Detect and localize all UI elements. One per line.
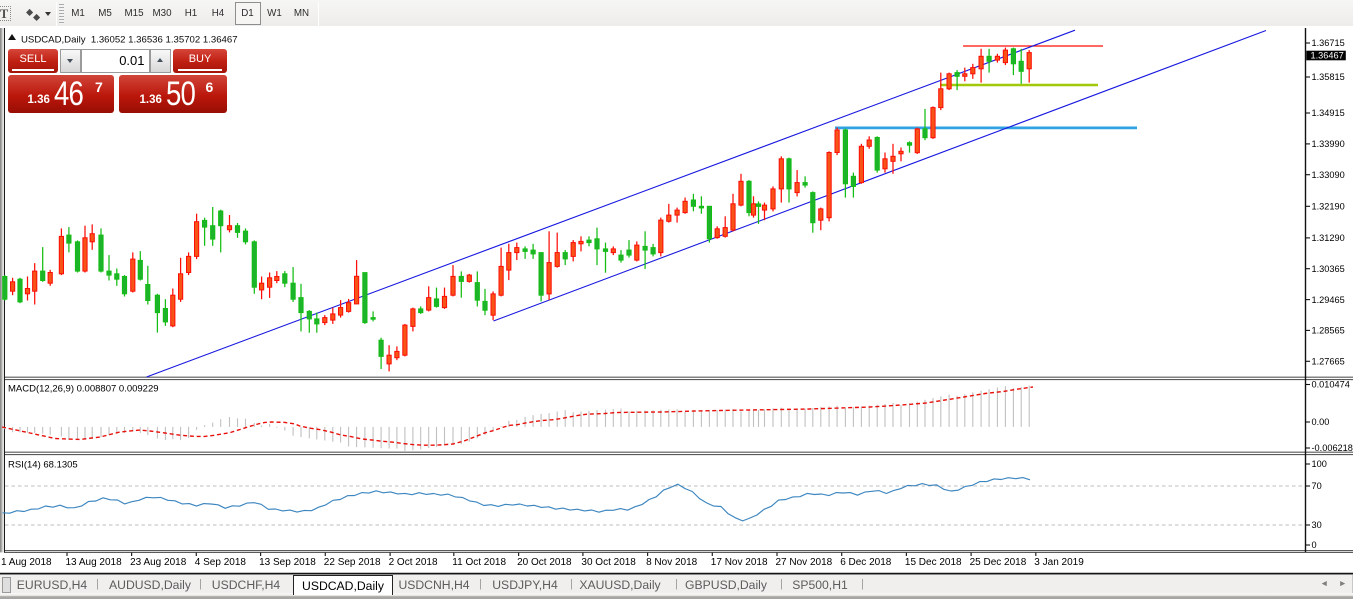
svg-text:20 Oct 2018: 20 Oct 2018	[517, 557, 572, 568]
svg-text:MACD(12,26,9) 0.008807 0.00922: MACD(12,26,9) 0.008807 0.009229	[8, 384, 159, 395]
svg-text:1.36467: 1.36467	[1311, 51, 1344, 61]
svg-text:2 Oct 2018: 2 Oct 2018	[389, 557, 438, 568]
svg-text:1.35815: 1.35815	[1312, 72, 1345, 82]
svg-text:-0.006218: -0.006218	[1312, 443, 1353, 453]
svg-text:8 Nov 2018: 8 Nov 2018	[646, 557, 698, 568]
svg-text:6 Dec 2018: 6 Dec 2018	[840, 557, 892, 568]
svg-text:1.29465: 1.29465	[1312, 295, 1345, 305]
svg-text:23 Aug 2018: 23 Aug 2018	[130, 557, 187, 568]
svg-text:1 Aug 2018: 1 Aug 2018	[1, 557, 52, 568]
svg-text:USDCAD,Daily 1.36052 1.36536: USDCAD,Daily 1.36052 1.36536 1.35702 1.3…	[21, 35, 238, 46]
svg-text:0.010474: 0.010474	[1312, 380, 1350, 390]
svg-text:1.33990: 1.33990	[1312, 139, 1345, 149]
svg-text:1.31290: 1.31290	[1312, 233, 1345, 243]
svg-text:17 Nov 2018: 17 Nov 2018	[711, 557, 768, 568]
svg-text:1.36715: 1.36715	[1312, 38, 1345, 48]
svg-text:1.33090: 1.33090	[1312, 170, 1345, 180]
svg-text:3 Jan 2019: 3 Jan 2019	[1034, 557, 1084, 568]
svg-text:13 Sep 2018: 13 Sep 2018	[259, 557, 316, 568]
svg-text:4 Sep 2018: 4 Sep 2018	[195, 557, 247, 568]
svg-text:0.00: 0.00	[1312, 417, 1330, 427]
svg-text:30: 30	[1312, 520, 1322, 530]
svg-text:11 Oct 2018: 11 Oct 2018	[452, 557, 506, 568]
svg-text:70: 70	[1312, 481, 1322, 491]
svg-text:1.32190: 1.32190	[1312, 202, 1345, 212]
svg-text:0: 0	[1312, 540, 1317, 550]
svg-text:15 Dec 2018: 15 Dec 2018	[905, 557, 962, 568]
svg-text:1.27665: 1.27665	[1312, 357, 1345, 367]
svg-text:1.30365: 1.30365	[1312, 264, 1345, 274]
svg-text:13 Aug 2018: 13 Aug 2018	[66, 557, 123, 568]
svg-text:22 Sep 2018: 22 Sep 2018	[324, 557, 381, 568]
svg-text:30 Oct 2018: 30 Oct 2018	[581, 557, 636, 568]
svg-text:1.34915: 1.34915	[1312, 108, 1345, 118]
svg-text:1.28565: 1.28565	[1312, 326, 1345, 336]
svg-text:RSI(14) 68.1305: RSI(14) 68.1305	[8, 460, 78, 471]
svg-text:100: 100	[1312, 459, 1327, 469]
svg-text:25 Dec 2018: 25 Dec 2018	[970, 557, 1027, 568]
svg-text:27 Nov 2018: 27 Nov 2018	[776, 557, 833, 568]
